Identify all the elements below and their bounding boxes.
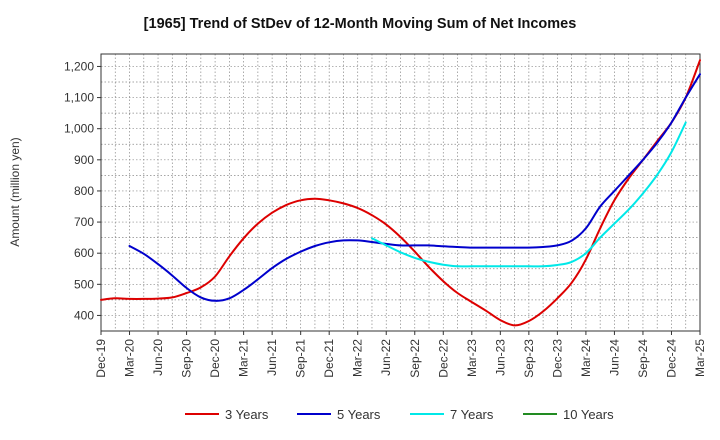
x-tick-label: Dec-22 — [436, 339, 450, 378]
x-tick-label: Mar-21 — [237, 339, 251, 377]
x-tick-label: Sep-20 — [180, 339, 194, 378]
plot-area-border — [100, 53, 701, 332]
legend-label: 3 Years — [225, 407, 269, 422]
y-tick-label: 1,000 — [64, 122, 94, 136]
x-tick-label: Mar-20 — [123, 339, 137, 377]
x-tick-label: Sep-24 — [636, 339, 650, 378]
y-axis-title: Amount (million yen) — [8, 137, 22, 246]
legend-label: 10 Years — [563, 407, 614, 422]
series-line-5-years — [128, 73, 701, 302]
chart-title: [1965] Trend of StDev of 12-Month Moving… — [143, 16, 577, 32]
x-tick-label: Jun-22 — [379, 339, 393, 376]
series-line-3-years — [100, 59, 701, 327]
y-tick-label: 900 — [74, 153, 94, 167]
x-tick-label: Mar-23 — [465, 339, 479, 377]
x-tick-label: Mar-24 — [579, 339, 593, 377]
x-tick-label: Dec-20 — [208, 339, 222, 378]
x-tick-label: Jun-23 — [493, 339, 507, 376]
x-tick-label: Sep-23 — [522, 339, 536, 378]
series-layer — [100, 59, 701, 327]
x-tick-label: Dec-23 — [550, 339, 564, 378]
series-line-7-years — [371, 121, 687, 268]
y-tick-label: 1,100 — [64, 91, 94, 105]
y-tick-label: 500 — [74, 277, 94, 291]
legend-label: 7 Years — [450, 407, 494, 422]
x-tick-label: Mar-25 — [693, 339, 707, 377]
x-tick-label: Sep-22 — [408, 339, 422, 378]
x-tick-label: Mar-22 — [351, 339, 365, 377]
grid-layer — [100, 54, 701, 331]
axis-layer: 400 500 600 700 800 900 1,000 1,100 1,200 Dec-19 M… — [64, 53, 707, 378]
x-tick-label: Sep-21 — [294, 339, 308, 378]
y-tick-label: 600 — [74, 246, 94, 260]
x-tick-label: Dec-24 — [664, 339, 678, 378]
y-tick-label: 400 — [74, 308, 94, 322]
legend-label: 5 Years — [337, 407, 381, 422]
x-tick-label: Jun-21 — [265, 339, 279, 376]
x-tick-label: Dec-21 — [322, 339, 336, 378]
x-tick-label: Jun-20 — [151, 339, 165, 376]
y-tick-label: 800 — [74, 184, 94, 198]
y-tick-label: 700 — [74, 215, 94, 229]
legend-layer: 3 Years 5 Years 7 Years 10 Years — [185, 407, 614, 422]
y-tick-label: 1,200 — [64, 59, 94, 73]
x-tick-label: Dec-19 — [94, 339, 108, 378]
x-tick-label: Jun-24 — [607, 339, 621, 376]
